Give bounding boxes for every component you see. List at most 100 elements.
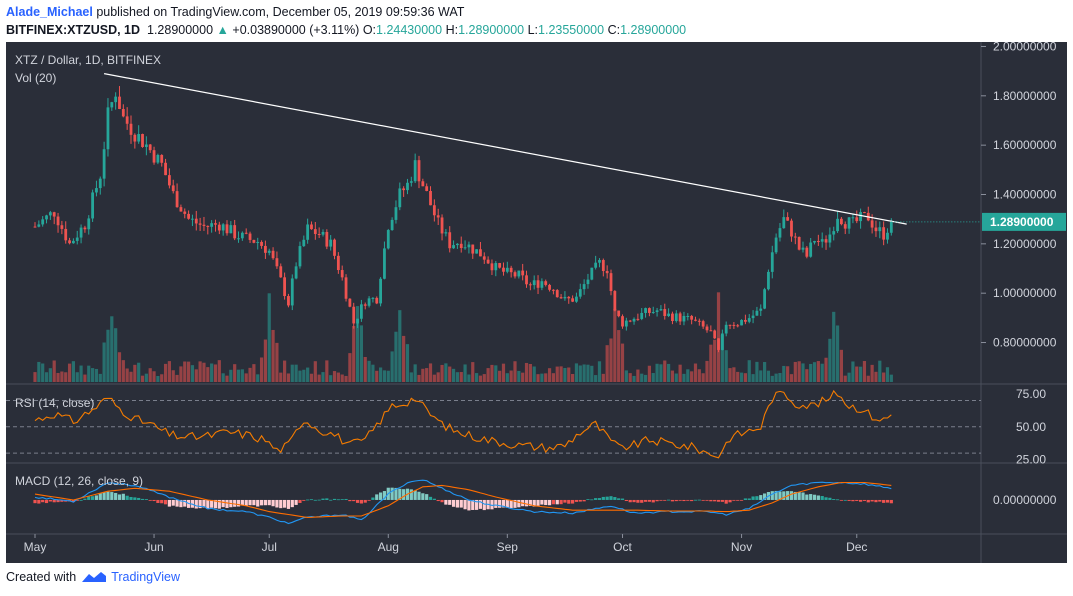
candle-body xyxy=(801,247,805,250)
chart-svg[interactable]: 2.00000000 1.80000000 1.60000000 1.40000000… xyxy=(6,39,1067,563)
candle-body xyxy=(475,249,478,254)
candle-body xyxy=(552,289,555,291)
volume-bar xyxy=(137,362,141,382)
macd-histogram-bar xyxy=(236,499,241,507)
macd-histogram-bar xyxy=(290,499,294,508)
low-label: L: xyxy=(527,23,539,37)
candle-body xyxy=(459,243,463,249)
rsi-tick-label: 75.00 xyxy=(1016,387,1046,401)
candle-body xyxy=(617,310,621,317)
macd-histogram-bar xyxy=(444,499,448,505)
candle-body xyxy=(302,239,306,247)
macd-histogram-bar xyxy=(110,492,114,500)
candle-body xyxy=(544,281,548,285)
macd-histogram-bar xyxy=(306,499,310,501)
volume-bar xyxy=(91,368,95,382)
macd-histogram-bar xyxy=(79,499,83,501)
macd-pane xyxy=(33,479,893,525)
symbol-label: BITFINEX:XTZUSD, 1D xyxy=(6,23,141,37)
candle-body xyxy=(874,227,878,232)
volume-bar xyxy=(832,311,836,382)
candle-body xyxy=(525,275,528,285)
candle-body xyxy=(202,224,206,226)
current-price-tag xyxy=(982,212,1066,231)
macd-histogram-bar xyxy=(256,499,260,507)
macd-histogram-bar xyxy=(102,492,106,500)
volume-bar xyxy=(352,326,356,382)
volume-bar xyxy=(839,349,843,382)
candle-body xyxy=(571,298,574,302)
candle-body xyxy=(344,277,348,299)
volume-bar xyxy=(613,308,617,382)
macd-histogram-bar xyxy=(551,499,555,505)
macd-histogram-bar xyxy=(882,499,886,503)
volume-bar xyxy=(755,361,759,382)
macd-histogram-bar xyxy=(505,499,509,508)
volume-bar xyxy=(763,362,767,382)
volume-bar xyxy=(121,360,125,382)
candle-body xyxy=(809,242,813,257)
candle-body xyxy=(559,297,563,299)
volume-bar xyxy=(574,363,579,382)
candle-body xyxy=(398,188,402,208)
volume-bar xyxy=(471,362,475,382)
volume-bar xyxy=(309,373,314,382)
volume-bar xyxy=(267,293,271,382)
rsi-tick-label: 25.00 xyxy=(1016,453,1046,467)
macd-histogram-bar xyxy=(820,496,824,500)
candle-body xyxy=(770,252,774,272)
candle-body xyxy=(321,231,325,235)
volume-bar xyxy=(801,363,805,382)
volume-bar xyxy=(148,368,152,382)
macd-histogram-bar xyxy=(816,495,820,500)
macd-histogram-bar xyxy=(690,499,694,502)
macd-histogram-bar xyxy=(137,497,141,500)
macd-histogram-bar xyxy=(425,494,429,500)
macd-histogram-bar xyxy=(839,499,843,501)
candle-body xyxy=(505,267,509,272)
candle-body xyxy=(214,223,217,225)
volume-bar xyxy=(417,374,421,382)
tradingview-logo-icon[interactable] xyxy=(81,570,107,584)
macd-histogram-bar xyxy=(667,499,671,501)
macd-histogram-bar xyxy=(48,499,52,502)
macd-histogram-bar xyxy=(348,499,352,502)
macd-histogram-bar xyxy=(375,494,379,500)
author-link[interactable]: Alade_Michael xyxy=(6,5,93,19)
macd-histogram-bar xyxy=(647,499,651,502)
volume-bar xyxy=(647,365,651,382)
volume-bar xyxy=(540,373,544,382)
volume-bar xyxy=(617,330,621,382)
candle-body xyxy=(655,310,659,313)
chart-area[interactable]: 2.00000000 1.80000000 1.60000000 1.40000000… xyxy=(6,39,1067,563)
candle-body xyxy=(471,244,475,254)
candle-body xyxy=(479,249,482,257)
candle-body xyxy=(394,207,398,220)
volume-bar xyxy=(774,373,778,382)
macd-histogram-bar xyxy=(620,498,625,500)
macd-histogram-bar xyxy=(759,495,763,500)
macd-histogram-bar xyxy=(693,499,698,501)
volume-bar xyxy=(259,357,264,382)
volume-bar xyxy=(167,361,171,382)
candle-body xyxy=(536,280,540,288)
volume-bar xyxy=(440,364,444,382)
tradingview-link[interactable]: TradingView xyxy=(111,570,180,584)
macd-histogram-bar xyxy=(440,499,444,503)
macd-histogram-bar xyxy=(728,499,732,503)
volume-bar xyxy=(436,372,440,382)
candle-body xyxy=(356,318,359,324)
candle-body xyxy=(686,315,690,317)
macd-histogram-bar xyxy=(83,498,87,500)
close-value: 1.28900000 xyxy=(620,23,687,37)
trendline[interactable] xyxy=(104,73,981,225)
candle-body xyxy=(187,213,190,219)
candle-body xyxy=(168,175,171,186)
candle-body xyxy=(133,134,137,142)
candle-body xyxy=(279,266,283,278)
candle-body xyxy=(52,212,56,217)
volume-bar xyxy=(805,369,809,382)
candle-body xyxy=(444,232,448,234)
volume-bar xyxy=(482,374,486,382)
volume-bar xyxy=(651,373,655,382)
